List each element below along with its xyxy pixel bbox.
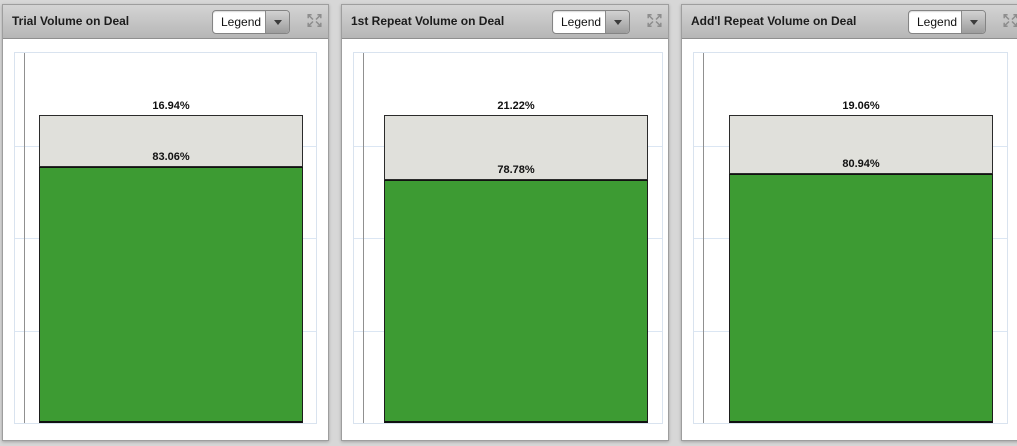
chart-panel-addl-repeat-volume: Add'l Repeat Volume on Deal Legend (681, 4, 1017, 441)
panel-title: Trial Volume on Deal (12, 14, 130, 28)
chart-panel-1st-repeat-volume: 1st Repeat Volume on Deal Legend (341, 4, 669, 441)
y-axis-line (24, 53, 25, 423)
chevron-down-icon (273, 19, 282, 25)
bar-segment-gray[interactable] (729, 115, 993, 174)
expand-arrows-icon (647, 14, 662, 27)
legend-dropdown-value: Legend (917, 15, 958, 29)
bar-segment-gray[interactable] (39, 115, 303, 168)
segment-boundary-label: 80.94% (842, 157, 880, 170)
segment-top-label: 16.94% (152, 100, 190, 112)
segment-boundary-label: 78.78% (497, 164, 535, 177)
bar-segment-green[interactable] (729, 173, 993, 423)
bar-segment-green[interactable] (39, 167, 303, 423)
segment-boundary-label: 83.06% (152, 151, 190, 164)
stacked-bar: 16.94% 83.06% (39, 100, 303, 423)
panel-header: Trial Volume on Deal Legend (3, 5, 328, 39)
expand-arrows-icon (1003, 14, 1017, 27)
segment-top-label: 21.22% (497, 100, 535, 112)
chart-plot-area: 16.94% 83.06% (14, 52, 317, 424)
panel-title: Add'l Repeat Volume on Deal (691, 14, 857, 28)
y-axis-line (363, 53, 364, 423)
bar-segment-green[interactable] (384, 180, 648, 423)
legend-dropdown-arrow[interactable] (605, 11, 629, 33)
chart-panel-trial-volume: Trial Volume on Deal Legend (2, 4, 329, 441)
legend-dropdown[interactable]: Legend (908, 10, 986, 34)
segment-top-label: 19.06% (842, 100, 880, 112)
maximize-button[interactable] (646, 13, 663, 28)
bar-segment-gray[interactable] (384, 115, 648, 181)
stacked-bar: 21.22% 78.78% (384, 100, 648, 423)
chevron-down-icon (969, 19, 978, 25)
legend-dropdown[interactable]: Legend (212, 10, 290, 34)
maximize-button[interactable] (1002, 13, 1017, 28)
y-axis-line (703, 53, 704, 423)
legend-dropdown-value: Legend (221, 15, 262, 29)
legend-dropdown-arrow[interactable] (265, 11, 289, 33)
legend-dropdown-arrow[interactable] (961, 11, 985, 33)
panel-header: 1st Repeat Volume on Deal Legend (342, 5, 668, 39)
chart-plot-area: 21.22% 78.78% (353, 52, 663, 424)
panel-title: 1st Repeat Volume on Deal (351, 14, 505, 28)
stacked-bar: 19.06% 80.94% (729, 100, 993, 423)
legend-dropdown[interactable]: Legend (552, 10, 630, 34)
maximize-button[interactable] (306, 13, 323, 28)
legend-dropdown-value: Legend (561, 15, 602, 29)
chevron-down-icon (613, 19, 622, 25)
expand-arrows-icon (307, 14, 322, 27)
chart-plot-area: 19.06% 80.94% (693, 52, 1008, 424)
panel-header: Add'l Repeat Volume on Deal Legend (682, 5, 1017, 39)
